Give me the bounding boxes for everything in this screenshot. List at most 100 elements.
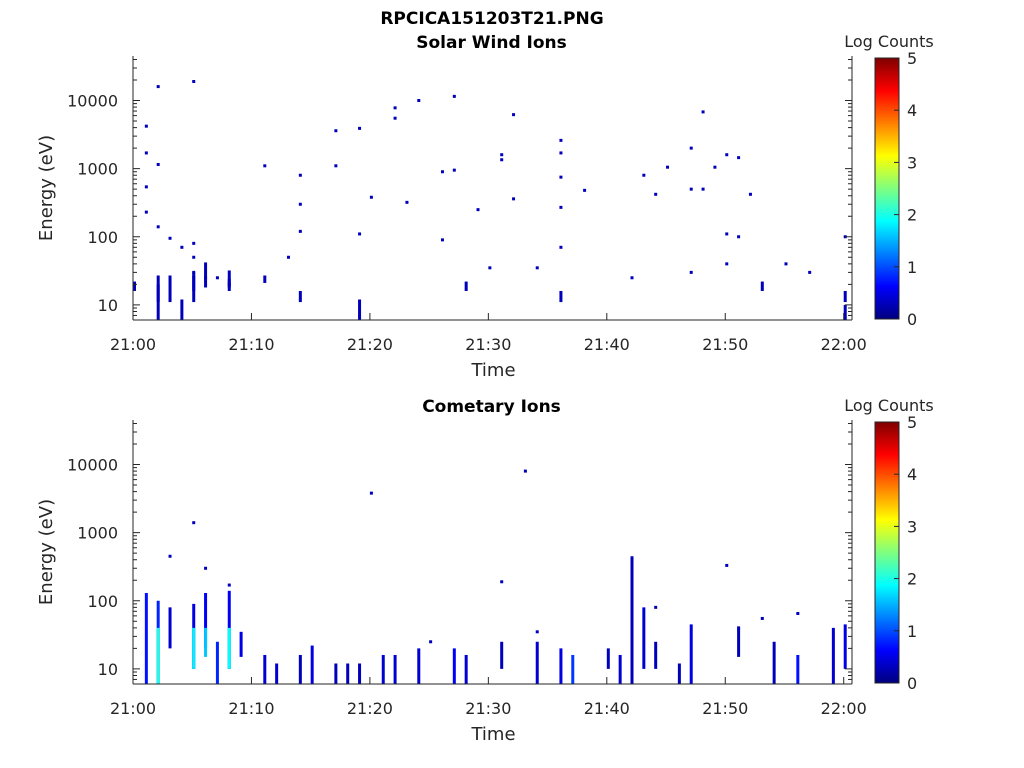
com-point-8 [630, 572, 634, 576]
com-column-37 [796, 654, 800, 684]
sw-point-4 [156, 162, 160, 166]
com-ytick-label-2: 1000 [77, 524, 118, 543]
com-column-20 [393, 654, 397, 684]
sw-point-31 [440, 238, 444, 242]
sw-ytick-label-3: 10000 [67, 92, 118, 111]
sw-point-10 [192, 241, 196, 245]
com-column-15 [310, 645, 314, 684]
sw-ytick-label-2: 1000 [77, 160, 118, 179]
sw-column-4 [180, 299, 184, 320]
sw-point-13 [204, 276, 208, 280]
sw-point-58 [725, 232, 729, 236]
sw-column-2 [156, 284, 160, 320]
com-column-33 [677, 663, 681, 684]
sw-point-37 [500, 158, 504, 162]
sw-point-41 [559, 151, 563, 155]
sw-point-20 [298, 173, 302, 177]
sw-point-15 [227, 282, 231, 286]
sw-point-9 [192, 80, 196, 84]
sw-colorbar-tick-label-4: 4 [907, 101, 917, 120]
com-colorbar-tick-label-1: 1 [907, 622, 917, 641]
figure-title: RPCICA151203T21.PNG [380, 9, 603, 29]
com-column-17 [346, 663, 350, 684]
com-ytick-label-3: 10000 [67, 456, 118, 475]
sw-point-25 [369, 195, 373, 199]
sw-xtick-label-4: 21:40 [584, 335, 630, 354]
sw-point-19 [298, 202, 302, 206]
com-colorbar-tick-label-0: 0 [907, 674, 917, 693]
sw-colorbar-tick-label-3: 3 [907, 153, 917, 172]
com-column-25 [535, 641, 539, 684]
sw-colorbar-label: Log Counts [844, 32, 934, 51]
sw-point-47 [630, 276, 634, 280]
sw-xtick-label-6: 22:00 [821, 335, 867, 354]
com-xtick-label-1: 21:10 [228, 699, 274, 718]
com-colorbar-tick-label-2: 2 [907, 570, 917, 589]
sw-point-6 [156, 225, 160, 229]
com-point-0 [192, 521, 196, 525]
com-column-10 [227, 627, 231, 669]
sw-point-39 [512, 197, 516, 201]
sw-point-46 [583, 188, 587, 192]
sw-point-48 [642, 173, 646, 177]
com-point-11 [737, 626, 741, 630]
sw-column-7 [204, 262, 208, 288]
sw-column-17 [843, 304, 847, 320]
sw-point-2 [144, 210, 148, 214]
com-column-13 [275, 663, 279, 684]
sw-point-7 [168, 236, 172, 240]
com-column-28 [606, 648, 610, 669]
sw-column-15 [760, 281, 764, 291]
sw-column-12 [358, 299, 362, 320]
sw-point-64 [808, 270, 812, 274]
sw-point-17 [286, 255, 290, 259]
sw-point-34 [476, 208, 480, 212]
sw-point-62 [748, 192, 752, 196]
com-column-8 [215, 641, 219, 684]
sw-point-55 [701, 187, 705, 191]
com-xtick-label-5: 21:50 [702, 699, 748, 718]
sw-point-27 [393, 116, 397, 120]
sw-point-14 [215, 276, 219, 280]
sw-point-40 [535, 266, 539, 270]
sw-point-54 [701, 110, 705, 114]
com-xtick-label-3: 21:30 [465, 699, 511, 718]
sw-title: Solar Wind Ions [416, 33, 567, 53]
com-point-6 [523, 469, 527, 473]
com-point-14 [429, 640, 433, 644]
com-column-34 [689, 624, 693, 684]
com-column-39 [843, 624, 847, 669]
com-column-11 [239, 631, 243, 657]
sw-point-29 [405, 200, 409, 204]
com-column-7 [204, 627, 208, 657]
com-column-23 [464, 654, 468, 684]
sw-point-18 [298, 229, 302, 233]
com-column-35 [737, 627, 741, 657]
com-title: Cometary Ions [422, 397, 561, 417]
com-ytick-label-1: 100 [87, 592, 118, 611]
com-xtick-label-2: 21:20 [347, 699, 393, 718]
sw-xtick-label-5: 21:50 [702, 335, 748, 354]
com-xtick-label-4: 21:40 [584, 699, 630, 718]
sw-ytick-label-0: 10 [98, 296, 118, 315]
com-column-22 [452, 648, 456, 684]
com-column-2 [156, 627, 160, 684]
sw-point-33 [452, 168, 456, 172]
sw-ylabel: Energy (eV) [36, 135, 57, 241]
com-colorbar-tick-label-4: 4 [907, 465, 917, 484]
sw-point-56 [713, 165, 717, 169]
sw-point-12 [192, 270, 196, 274]
sw-column-13 [464, 281, 468, 291]
sw-column-0 [133, 281, 136, 291]
com-xlabel: Time [470, 724, 515, 745]
sw-point-23 [358, 126, 362, 130]
com-xtick-label-0: 21:00 [110, 699, 156, 718]
com-column-24 [500, 641, 504, 669]
sw-colorbar-tick-label-5: 5 [907, 49, 917, 68]
com-column-29 [618, 654, 622, 684]
sw-point-53 [689, 270, 693, 274]
com-column-21 [417, 648, 421, 684]
sw-xtick-label-2: 21:20 [347, 335, 393, 354]
sw-xtick-label-0: 21:00 [110, 335, 156, 354]
